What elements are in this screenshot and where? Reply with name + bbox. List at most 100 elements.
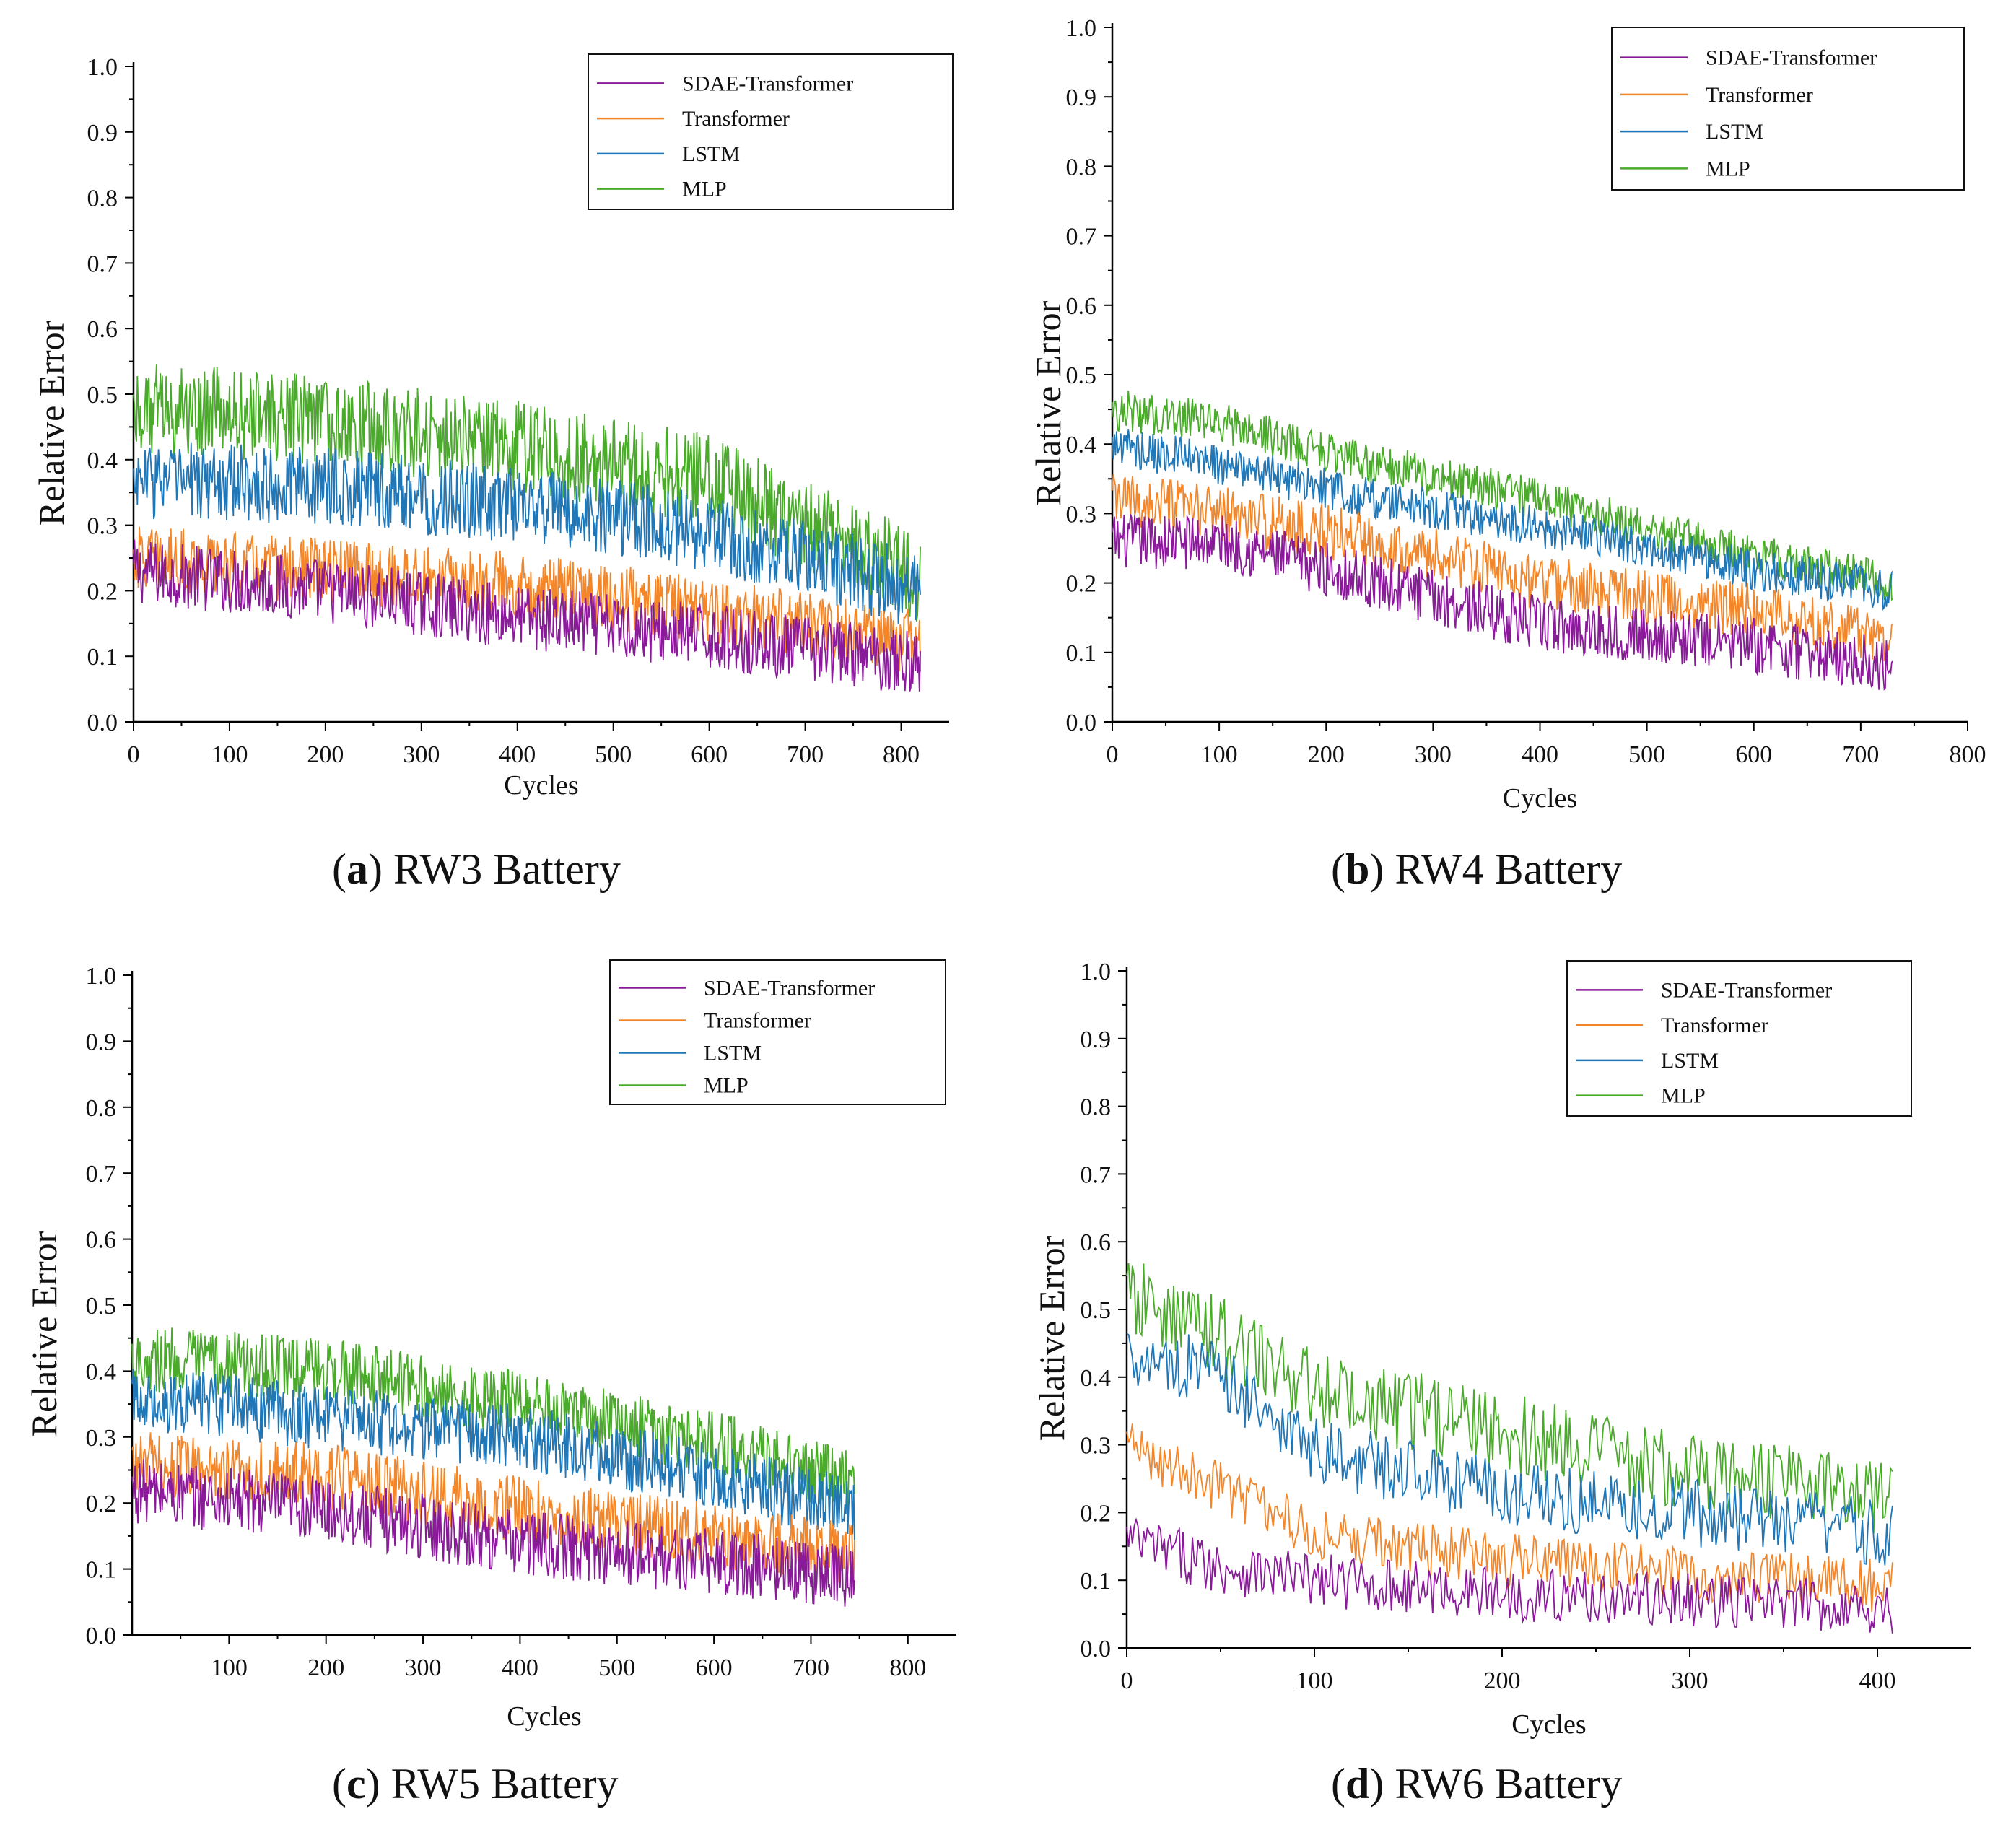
caption-rw4: (b) RW4 Battery: [1331, 845, 1623, 893]
series-line-transformer: [1112, 474, 1893, 665]
x-tick-label: 800: [1950, 741, 1986, 768]
y-tick-label: 0.8: [87, 186, 118, 212]
x-tick-label: 300: [405, 1654, 442, 1681]
y-tick-label: 0.6: [86, 1227, 117, 1254]
y-tick-label: 0.2: [1081, 1500, 1112, 1527]
x-tick-label: 0: [1107, 741, 1119, 768]
y-tick-label: 0.1: [1081, 1568, 1112, 1595]
legend-label: Transformer: [1706, 83, 1813, 107]
x-tick-label: 200: [1308, 741, 1345, 768]
y-tick-label: 0.4: [1081, 1365, 1112, 1392]
y-tick-label: 0.4: [86, 1359, 117, 1385]
x-tick-label: 500: [1628, 741, 1665, 768]
y-tick-label: 0.9: [1081, 1026, 1112, 1053]
y-tick-label: 0.0: [1066, 710, 1097, 736]
x-tick-label: 200: [307, 741, 344, 768]
y-tick-label: 0.5: [1066, 362, 1097, 389]
y-tick-label: 1.0: [1081, 959, 1112, 985]
x-tick-label: 300: [403, 741, 440, 768]
x-tick-label: 400: [1522, 741, 1558, 768]
y-tick-label: 0.4: [87, 448, 118, 474]
legend-label: Transformer: [704, 1009, 811, 1033]
legend-label: MLP: [704, 1074, 749, 1098]
chart-rw3: 0.0 0.1 0.2 0.3 0.4 0.5 0.6 0.7 0.8 0.9 1.0 0 100 200…: [31, 53, 954, 801]
x-axis-title: Cycles: [1511, 1709, 1586, 1740]
y-axis-title: Relative Error: [1028, 300, 1068, 506]
y-tick-label: 0.7: [1081, 1161, 1112, 1188]
y-tick-label: 0.2: [86, 1491, 117, 1517]
y-tick-label: 0.7: [87, 250, 118, 277]
x-tick-label: 600: [696, 1654, 733, 1681]
y-tick-label: 0.6: [1066, 293, 1097, 320]
y-tick-label: 0.5: [86, 1293, 117, 1320]
y-tick-label: 0.3: [86, 1425, 117, 1452]
legend-label: LSTM: [704, 1042, 762, 1065]
y-tick-label: 0.6: [1081, 1229, 1112, 1256]
chart-rw5: 0.0 0.1 0.2 0.3 0.4 0.5 0.6 0.7 0.8 0.9 1.0 100 200 3…: [24, 959, 956, 1732]
y-tick-label: 0.3: [1081, 1433, 1112, 1460]
x-tick-label: 100: [211, 741, 248, 768]
y-tick-label: 0.4: [1066, 432, 1097, 458]
x-tick-label: 800: [889, 1654, 926, 1681]
x-tick-label: 700: [787, 741, 824, 768]
y-tick-label: 0.6: [87, 316, 118, 343]
panel-rw5: 0.0 0.1 0.2 0.3 0.4 0.5 0.6 0.7 0.8 0.9 1.0 100 200 3…: [0, 913, 1008, 1827]
x-tick-label: 100: [1201, 741, 1238, 768]
y-tick-label: 0.0: [86, 1623, 117, 1649]
x-tick-label: 400: [1859, 1667, 1896, 1694]
series-line-mlp: [131, 1327, 855, 1514]
series-line-sdae-transformer: [1126, 1517, 1893, 1634]
y-axis-title: Relative Error: [24, 1231, 64, 1436]
x-tick-label: 800: [883, 741, 920, 768]
y-axis-title: Relative Error: [31, 320, 71, 526]
legend-label: SDAE-Transformer: [1706, 46, 1877, 70]
series-line-lstm: [1112, 429, 1893, 611]
legend-label: SDAE-Transformer: [682, 71, 853, 95]
x-tick-label: 500: [598, 1654, 635, 1681]
x-tick-label: 400: [499, 741, 536, 768]
y-tick-label: 0.8: [86, 1095, 117, 1122]
y-tick-label: 0.9: [86, 1029, 117, 1055]
x-axis-title: Cycles: [1503, 783, 1577, 814]
y-tick-label: 0.5: [1081, 1297, 1112, 1324]
y-tick-label: 0.9: [87, 120, 118, 147]
legend-box: [609, 959, 946, 1105]
legend-label: SDAE-Transformer: [704, 977, 875, 1000]
caption-rw3: (a) RW3 Battery: [332, 845, 621, 893]
y-tick-label: 0.1: [86, 1557, 117, 1584]
y-tick-label: 0.3: [87, 513, 118, 540]
y-tick-label: 0.1: [87, 644, 118, 671]
caption-rw5: (c) RW5 Battery: [332, 1760, 619, 1808]
series-line-lstm: [131, 1369, 855, 1540]
y-tick-label: 0.7: [86, 1161, 117, 1187]
x-tick-label: 200: [1484, 1667, 1521, 1694]
series-line-transformer: [133, 526, 921, 672]
series-line-sdae-transformer: [131, 1459, 855, 1607]
y-tick-label: 1.0: [1066, 15, 1097, 42]
series-line-lstm: [133, 442, 921, 624]
series-line-sdae-transformer: [133, 539, 921, 692]
x-tick-label: 200: [307, 1654, 344, 1681]
x-tick-label: 500: [595, 741, 632, 768]
y-tick-label: 0.1: [1066, 640, 1097, 667]
x-tick-label: 0: [128, 741, 140, 768]
series-line-mlp: [1112, 391, 1893, 601]
x-axis-title: Cycles: [504, 770, 578, 801]
legend-label: LSTM: [1661, 1049, 1719, 1073]
y-tick-label: 0.8: [1066, 154, 1097, 180]
chart-rw6: 0.0 0.1 0.2 0.3 0.4 0.5 0.6 0.7 0.8 0.9 1.0 0 100 200…: [1031, 959, 1971, 1740]
legend-box: [588, 53, 954, 210]
legend-box: [1611, 27, 1965, 191]
x-tick-label: 400: [502, 1654, 538, 1681]
legend-label: MLP: [682, 178, 727, 201]
series-line-mlp: [133, 364, 921, 622]
x-tick-label: 300: [1672, 1667, 1709, 1694]
y-tick-label: 0.8: [1081, 1094, 1112, 1121]
series-line-sdae-transformer: [1112, 514, 1893, 691]
y-tick-label: 0.9: [1066, 84, 1097, 111]
panel-rw3: 0.0 0.1 0.2 0.3 0.4 0.5 0.6 0.7 0.8 0.9 1.0 0 100 200…: [0, 0, 1008, 913]
y-tick-label: 0.0: [87, 710, 118, 736]
x-tick-label: 300: [1415, 741, 1452, 768]
x-axis-title: Cycles: [507, 1701, 581, 1732]
chart-rw4: 0.0 0.1 0.2 0.3 0.4 0.5 0.6 0.7 0.8 0.9 1.0 0 100 200…: [1028, 15, 1986, 814]
